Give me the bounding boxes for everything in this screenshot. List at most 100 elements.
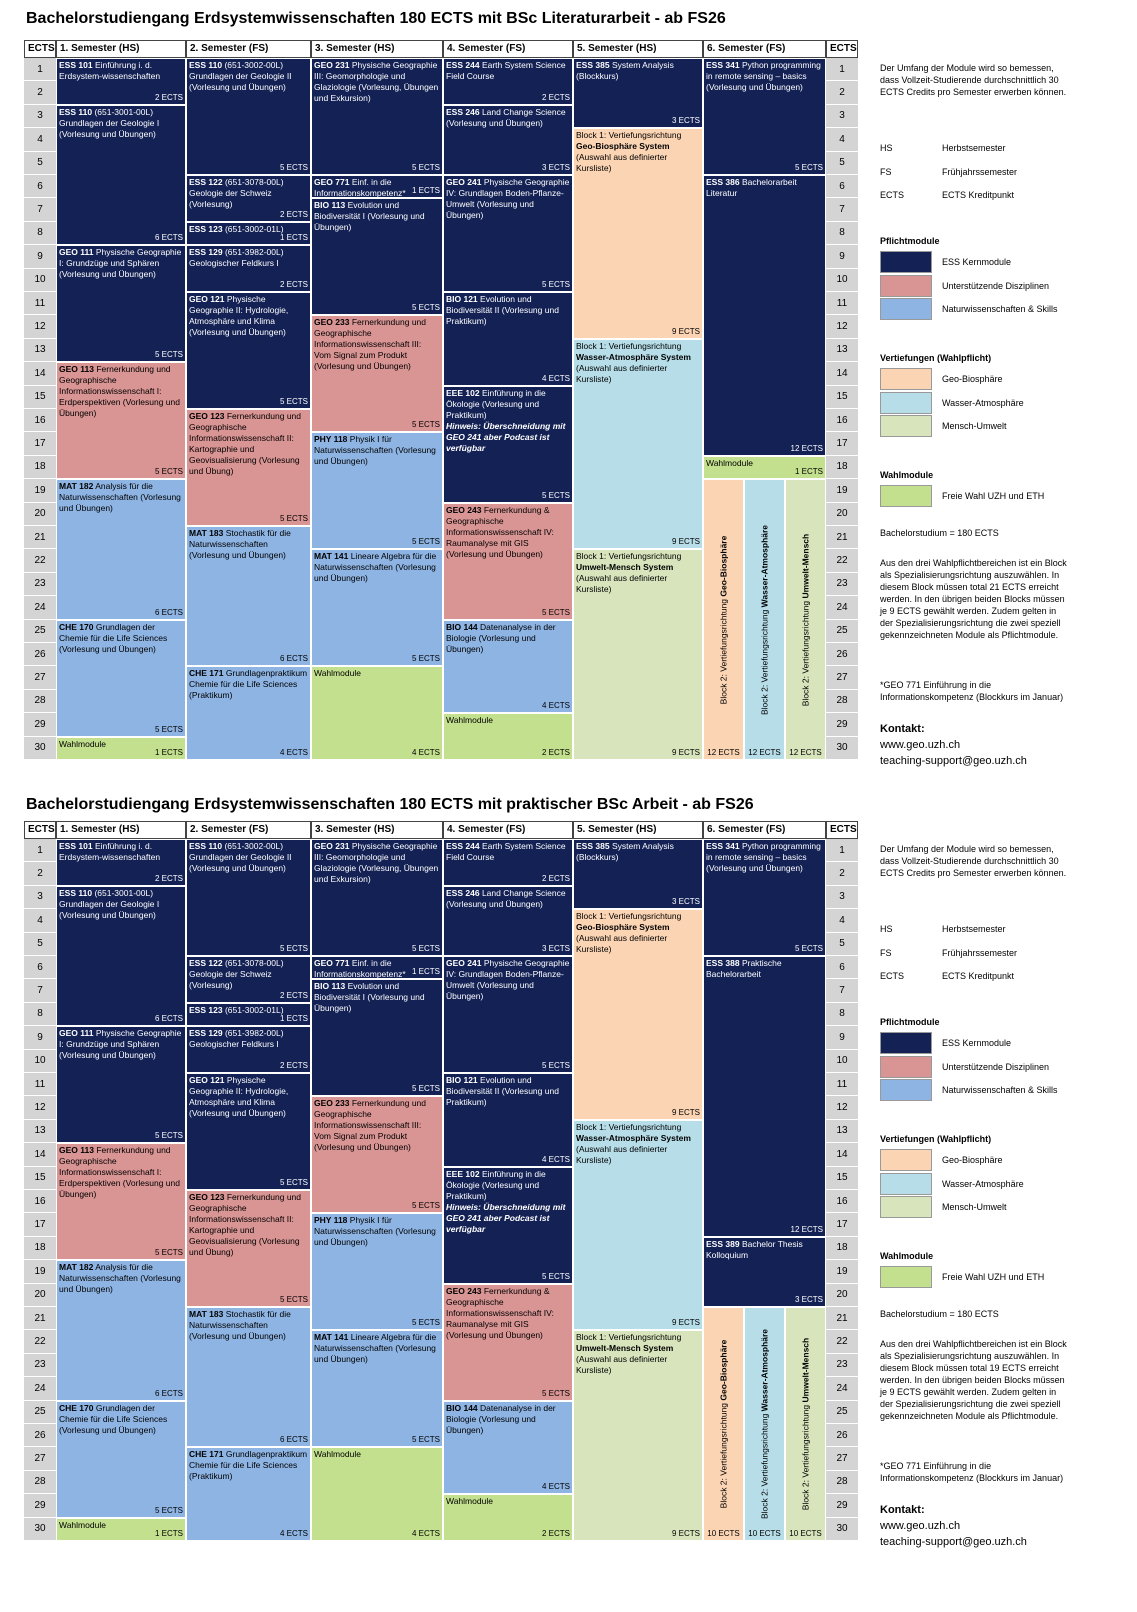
column-header: 4. Semester (FS) [443, 821, 573, 839]
module-ects: 6 ECTS [279, 654, 308, 664]
column-header: 6. Semester (FS) [703, 40, 826, 58]
module-code: ESS 129 [189, 1028, 223, 1039]
ects-row-number: 28 [826, 689, 858, 714]
ects-row-number: 25 [826, 1400, 858, 1424]
module-ects: 5 ECTS [279, 944, 308, 953]
legend-intro: Der Umfang der Module wird so bemessen, … [880, 844, 1067, 878]
ects-row-number: 23 [826, 572, 858, 597]
vertical-block: Block 2: Vertiefungsrichtung Wasser-Atmo… [744, 1307, 785, 1541]
module-code: ESS 101 [59, 841, 93, 851]
module-title: Einf. in die Informationskompetenz* [314, 958, 406, 979]
ects-row-number: 12 [826, 315, 858, 339]
module-ects: 9 ECTS [671, 1107, 700, 1117]
module-ects: 4 ECTS [411, 747, 440, 757]
module-ects: 5 ECTS [541, 1061, 570, 1070]
vertical-ects: 12 ECTS [748, 747, 781, 757]
module-subtitle: (Auswahl aus definierter Kursliste) [576, 1143, 668, 1165]
module-title: Wahlmodule [314, 668, 361, 679]
module-title: Earth System Science Field Course [446, 60, 566, 81]
module-block: GEO 233 Fernerkundung und Geographische … [311, 1096, 443, 1214]
module-title: Wahlmodule [59, 1519, 106, 1530]
module-code: ESS 110 [189, 841, 223, 851]
module-code: ESS 389 [706, 1238, 740, 1249]
module-subtitle: (Auswahl aus definierter Kursliste) [576, 152, 668, 174]
module-title: Fernerkundung und Geographische Informat… [189, 1192, 302, 1257]
vertical-label: Block 2: Vertiefungsrichtung Geo-Biosphä… [718, 535, 729, 704]
module-code: GEO 231 [314, 60, 350, 70]
module-title: Python programming in remote sensing – b… [706, 60, 821, 92]
module-block: ESS 388 Praktische Bachelorarbeit 12 ECTS [703, 956, 826, 1237]
module-title: (651-3002-01L) [224, 1004, 284, 1015]
ects-row-number: 24 [826, 1377, 858, 1401]
ects-row-number: 21 [24, 1307, 56, 1331]
ects-row-number: 9 [826, 245, 858, 269]
module-block: MAT 183 Stochastik für die Naturwissensc… [186, 1307, 311, 1448]
ects-row-number: 2 [826, 81, 858, 105]
module-ects: 5 ECTS [411, 1084, 440, 1094]
legend-heading: Vertiefungen (Wahlpflicht) [880, 353, 992, 363]
ects-row-number: 23 [24, 572, 56, 597]
module-code: PHY 118 [314, 434, 348, 445]
ects-row-number: 19 [24, 479, 56, 503]
legend-swatch [880, 251, 932, 273]
ects-row-number: 27 [826, 1447, 858, 1471]
module-ects: 4 ECTS [541, 1154, 570, 1164]
module-block: Block 1: Vertiefungsrichtung Geo-Biosphär… [573, 909, 703, 1120]
ects-row-number: 20 [24, 502, 56, 526]
ects-row-number: 21 [24, 526, 56, 550]
vertical-track: Geo-Biosphäre [718, 535, 728, 597]
ects-row-number: 26 [826, 643, 858, 667]
ects-row-number: 28 [24, 689, 56, 714]
module-block: Wahlmodule 1 ECTS [56, 736, 186, 760]
module-title: Block 1: Vertiefungsrichtung [576, 551, 682, 562]
module-code: GEO 111 [59, 1028, 94, 1039]
module-subtitle: (Auswahl aus definierter Kursliste) [576, 362, 668, 384]
module-ects: 5 ECTS [154, 1248, 183, 1258]
module-block: ESS 110 (651-3002-00L) Grundlagen der Ge… [186, 58, 311, 175]
module-code: GEO 771 [314, 177, 350, 187]
module-ects: 5 ECTS [411, 303, 440, 313]
legend-intro: Der Umfang der Module wird so bemessen, … [880, 63, 1067, 97]
ects-row-number: 25 [826, 619, 858, 643]
module-title: Wahlmodule [59, 738, 106, 749]
module-ects: 2 ECTS [541, 1528, 570, 1538]
ects-row-number: 23 [826, 1353, 858, 1378]
legend-swatch [880, 274, 932, 297]
ects-row-number: 1 [24, 58, 56, 82]
module-code: GEO 121 [189, 1075, 225, 1085]
module-code: MAT 141 [314, 551, 349, 562]
module-block: MAT 182 Analysis für die Naturwissenscha… [56, 1260, 186, 1401]
vertical-ects: 12 ECTS [789, 747, 822, 757]
module-title: Fernerkundung und Geographische Informat… [314, 317, 427, 372]
module-title: Analysis für die Naturwissenschaften (Vo… [59, 1262, 181, 1295]
vertical-track: Wasser-Atmosphäre [759, 1328, 769, 1412]
ects-row-number: 7 [24, 198, 56, 222]
module-block: ESS 122 (651-3078-00L) Geologie der Schw… [186, 175, 311, 222]
module-title: Datenanalyse in der Biologie (Vorlesung … [446, 621, 556, 654]
module-title: Praktische Bachelorarbeit [706, 958, 782, 979]
module-block: GEO 113 Fernerkundung und Geographische … [56, 1143, 186, 1261]
module-ects: 9 ECTS [671, 1528, 700, 1538]
legend-label: Naturwissenschaften & Skills [942, 304, 1058, 314]
module-block: ESS 123 (651-3002-01L) 1 ECTS [186, 1002, 311, 1027]
legend-footnote: *GEO 771 Einführung in die Informationsk… [880, 1461, 1064, 1483]
module-block: Block 1: Vertiefungsrichtung Umwelt-Mensc… [573, 1330, 703, 1541]
ects-row-number: 14 [24, 1143, 56, 1167]
module-title: Grundlagenpraktikum Chemie für die Life … [189, 1449, 308, 1482]
vertical-ects: 10 ECTS [789, 1529, 822, 1538]
ects-row-number: 13 [24, 1119, 56, 1144]
ects-row-number: 26 [826, 1424, 858, 1448]
module-ects: 9 ECTS [671, 747, 700, 757]
contact-website: www.geo.uzh.ch [880, 739, 961, 751]
abbreviation-desc: Herbstsemester [942, 143, 1006, 153]
legend-label: ESS Kernmodule [942, 1038, 1012, 1048]
ects-row-number: 24 [24, 596, 56, 620]
module-ects: 5 ECTS [279, 1295, 308, 1304]
ects-row-number: 15 [826, 385, 858, 409]
module-block: MAT 141 Lineare Algebra für die Naturwis… [311, 1330, 443, 1448]
column-header: 1. Semester (HS) [56, 40, 186, 58]
ects-row-number: 15 [24, 385, 56, 409]
module-title: Einführung in die Ökologie (Vorlesung un… [446, 387, 546, 420]
module-block: ESS 341 Python programming in remote sen… [703, 839, 826, 956]
legend-total: Bachelorstudium = 180 ECTS [880, 528, 999, 538]
